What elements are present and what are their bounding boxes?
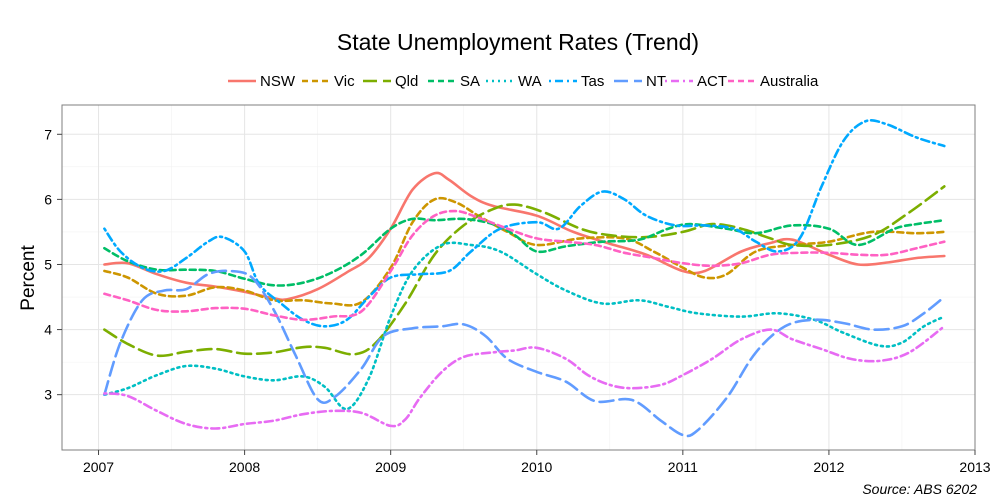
y-tick-label: 6 xyxy=(44,191,52,207)
series-line-tas xyxy=(103,118,946,328)
legend-label-nsw: NSW xyxy=(260,73,296,90)
y-tick-label: 3 xyxy=(44,387,52,403)
legend-item-act: ACT xyxy=(665,73,727,90)
plot-panel xyxy=(62,105,975,450)
legend-label-sa: SA xyxy=(460,73,480,90)
y-tick-label: 4 xyxy=(44,322,52,338)
legend-label-nt: NT xyxy=(646,73,666,90)
chart-title: State Unemployment Rates (Trend) xyxy=(337,29,699,55)
y-tick-label: 5 xyxy=(44,256,52,272)
x-tick-label: 2012 xyxy=(813,459,844,475)
x-tick-label: 2010 xyxy=(521,459,552,475)
plot-border xyxy=(61,104,976,451)
source-caption: Source: ABS 6202 xyxy=(862,481,977,497)
legend-item-qld: Qld xyxy=(363,73,418,90)
series-line-australia xyxy=(103,209,946,322)
legend-item-sa: SA xyxy=(428,73,480,90)
legend-label-act: ACT xyxy=(697,73,727,90)
legend-item-nt: NT xyxy=(614,73,666,90)
y-axis-label: Percent xyxy=(18,245,39,311)
grid xyxy=(62,105,976,450)
legend-item-australia: Australia xyxy=(728,73,819,90)
series-line-sa xyxy=(103,217,946,287)
axes: 2007 2008 2009 2010 2011 2012 2013 3 4 5 6 7 xyxy=(44,126,991,475)
legend-label-tas: Tas xyxy=(581,73,604,90)
legend-label-qld: Qld xyxy=(395,73,418,90)
legend-item-tas: Tas xyxy=(549,73,604,90)
x-tick-label: 2011 xyxy=(668,459,698,475)
x-tick-label: 2007 xyxy=(83,459,114,475)
series-line-nt xyxy=(103,269,946,438)
series-line-qld xyxy=(103,185,946,358)
legend-item-vic: Vic xyxy=(302,73,355,90)
legend: NSW Vic Qld SA WA Tas NT ACT Australia xyxy=(228,73,819,90)
series-line-act xyxy=(103,325,946,430)
x-tick-label: 2013 xyxy=(959,459,990,475)
y-tick-label: 7 xyxy=(44,126,52,142)
series-line-nsw xyxy=(103,171,946,302)
legend-item-nsw: NSW xyxy=(228,73,296,90)
legend-label-vic: Vic xyxy=(334,73,355,90)
series-layer xyxy=(103,118,946,438)
legend-label-australia: Australia xyxy=(760,73,819,90)
x-tick-label: 2008 xyxy=(229,459,260,475)
x-tick-label: 2009 xyxy=(375,459,406,475)
legend-item-wa: WA xyxy=(486,73,542,90)
legend-label-wa: WA xyxy=(518,73,542,90)
